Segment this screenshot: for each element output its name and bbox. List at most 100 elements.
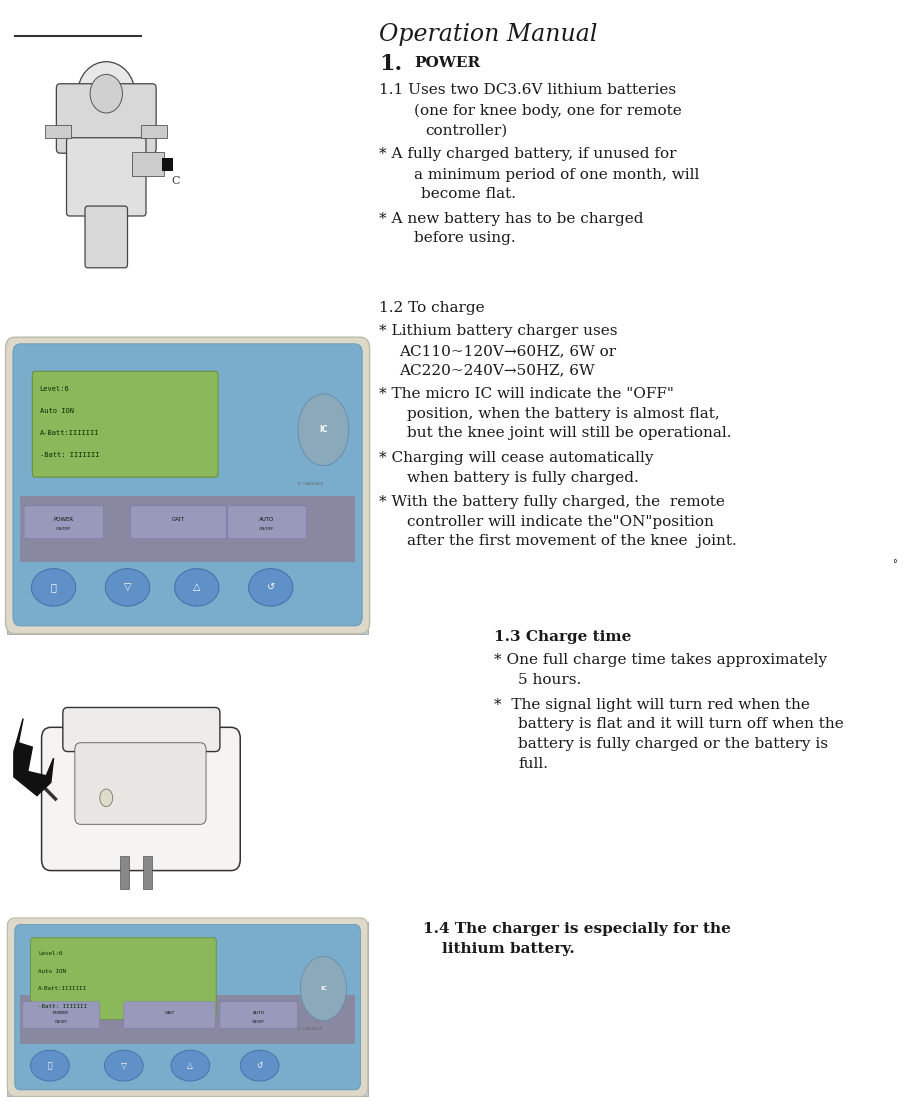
Ellipse shape — [78, 62, 135, 126]
FancyBboxPatch shape — [130, 506, 226, 539]
Text: C: C — [171, 176, 179, 186]
Text: IC: IC — [320, 986, 327, 991]
FancyBboxPatch shape — [15, 925, 360, 1090]
Text: * With the battery fully charged, the  remote: * With the battery fully charged, the re… — [379, 495, 724, 509]
Text: IC: IC — [319, 425, 328, 434]
Text: 1.2 To charge: 1.2 To charge — [379, 301, 484, 315]
Text: * Charging will cease automatically: * Charging will cease automatically — [379, 451, 653, 465]
Text: controller will indicate the"ON"position: controller will indicate the"ON"position — [407, 515, 713, 529]
FancyBboxPatch shape — [67, 138, 146, 216]
Text: become flat.: become flat. — [421, 187, 517, 202]
Text: Level:6: Level:6 — [40, 386, 69, 391]
Text: °: ° — [892, 559, 896, 569]
FancyBboxPatch shape — [42, 727, 240, 871]
Text: Level:6: Level:6 — [38, 951, 63, 957]
FancyBboxPatch shape — [227, 506, 307, 539]
FancyBboxPatch shape — [56, 84, 156, 153]
Ellipse shape — [249, 569, 293, 606]
FancyBboxPatch shape — [32, 371, 218, 477]
Text: A-Batt:IIIIIII: A-Batt:IIIIIII — [38, 986, 87, 992]
Text: * A fully charged battery, if unused for: * A fully charged battery, if unused for — [379, 147, 676, 161]
Text: -Batt: IIIIIII: -Batt: IIIIIII — [38, 1004, 87, 1009]
Bar — [20, 995, 355, 1044]
Text: 1.: 1. — [379, 53, 402, 75]
Text: ON/OFF: ON/OFF — [252, 1019, 265, 1024]
Bar — [162, 158, 173, 171]
Text: GAIT: GAIT — [164, 1011, 175, 1015]
Ellipse shape — [298, 393, 349, 466]
Text: lithium battery.: lithium battery. — [442, 942, 575, 957]
Text: battery is fully charged or the battery is: battery is fully charged or the battery … — [518, 737, 828, 752]
Ellipse shape — [175, 569, 219, 606]
Text: IC CADENCE: IC CADENCE — [298, 1027, 322, 1031]
Text: controller): controller) — [425, 123, 507, 138]
Ellipse shape — [171, 1050, 210, 1081]
FancyBboxPatch shape — [75, 743, 206, 824]
Bar — [7, 922, 368, 1096]
FancyBboxPatch shape — [220, 1002, 298, 1028]
Ellipse shape — [30, 1050, 69, 1081]
Text: GAIT: GAIT — [172, 517, 185, 521]
FancyBboxPatch shape — [30, 938, 216, 1019]
Text: △: △ — [188, 1061, 193, 1070]
Text: ↺: ↺ — [257, 1061, 262, 1070]
Text: AC220~240V→50HZ, 6W: AC220~240V→50HZ, 6W — [399, 364, 595, 378]
FancyBboxPatch shape — [7, 918, 368, 1096]
Text: but the knee joint will still be operational.: but the knee joint will still be operati… — [407, 426, 731, 441]
Bar — [7, 678, 359, 898]
Text: ON/OFF: ON/OFF — [55, 1019, 67, 1024]
Polygon shape — [14, 719, 54, 796]
Text: Operation Manual: Operation Manual — [379, 23, 597, 46]
Text: *  The signal light will turn red when the: * The signal light will turn red when th… — [494, 698, 810, 712]
Ellipse shape — [31, 569, 76, 606]
Text: AUTO: AUTO — [252, 1011, 265, 1015]
Bar — [120, 856, 129, 889]
Text: △: △ — [193, 582, 201, 593]
Text: battery is flat and it will turn off when the: battery is flat and it will turn off whe… — [518, 717, 845, 732]
Text: a minimum period of one month, will: a minimum period of one month, will — [414, 168, 699, 182]
Text: AUTO: AUTO — [260, 517, 274, 521]
Text: Auto ION: Auto ION — [40, 408, 74, 413]
Text: ↺: ↺ — [267, 582, 274, 593]
Text: when battery is fully charged.: when battery is fully charged. — [407, 471, 638, 485]
Text: POWER: POWER — [54, 517, 74, 521]
Text: after the first movement of the knee  joint.: after the first movement of the knee joi… — [407, 534, 736, 549]
FancyBboxPatch shape — [124, 1002, 215, 1028]
Bar — [20, 496, 355, 562]
Bar — [7, 17, 354, 298]
Text: ▽: ▽ — [121, 1061, 127, 1070]
Bar — [45, 125, 71, 138]
Text: * One full charge time takes approximately: * One full charge time takes approximate… — [494, 653, 828, 668]
Text: full.: full. — [518, 757, 548, 771]
Bar — [132, 152, 164, 176]
Text: A-Batt:IIIIIII: A-Batt:IIIIIII — [40, 430, 99, 435]
Text: Auto ION: Auto ION — [38, 969, 66, 974]
Bar — [141, 125, 167, 138]
Text: ▽: ▽ — [124, 582, 131, 593]
Bar — [7, 342, 368, 634]
Ellipse shape — [105, 569, 150, 606]
FancyBboxPatch shape — [85, 206, 128, 268]
Ellipse shape — [91, 75, 122, 112]
Ellipse shape — [240, 1050, 279, 1081]
Ellipse shape — [104, 1050, 143, 1081]
FancyBboxPatch shape — [13, 344, 362, 626]
Text: ON/OFF: ON/OFF — [260, 527, 274, 531]
Text: POWER: POWER — [53, 1011, 69, 1015]
FancyBboxPatch shape — [24, 506, 103, 539]
Text: IC CADENCE: IC CADENCE — [298, 482, 323, 486]
Text: 1.3 Charge time: 1.3 Charge time — [494, 630, 632, 645]
Text: POWER: POWER — [414, 56, 480, 71]
Text: 1.4 The charger is especially for the: 1.4 The charger is especially for the — [423, 922, 731, 937]
FancyBboxPatch shape — [22, 1002, 100, 1028]
FancyBboxPatch shape — [6, 337, 370, 634]
Text: AC110~120V→60HZ, 6W or: AC110~120V→60HZ, 6W or — [399, 344, 616, 358]
Text: * Lithium battery charger uses: * Lithium battery charger uses — [379, 324, 617, 338]
Text: * The micro IC will indicate the "OFF": * The micro IC will indicate the "OFF" — [379, 387, 674, 401]
Bar — [143, 856, 152, 889]
Text: * A new battery has to be charged: * A new battery has to be charged — [379, 212, 643, 226]
Text: 1.1 Uses two DC3.6V lithium batteries: 1.1 Uses two DC3.6V lithium batteries — [379, 83, 676, 97]
Text: -Batt: IIIIIII: -Batt: IIIIIII — [40, 452, 99, 457]
Text: before using.: before using. — [414, 231, 516, 246]
Text: ON/OFF: ON/OFF — [56, 527, 71, 531]
